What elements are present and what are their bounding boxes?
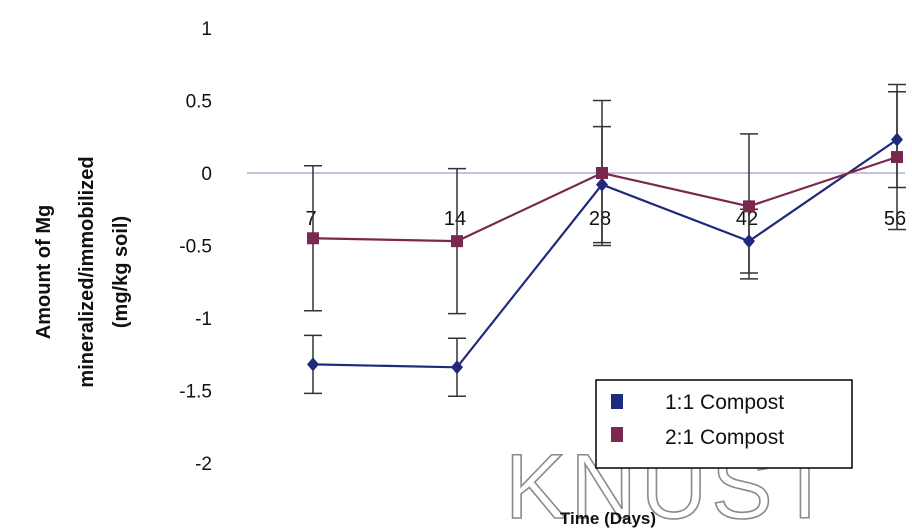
y-axis-title-line-2: mineralized/immobilized (76, 156, 98, 387)
x-axis-title: Time (Days) (560, 509, 656, 528)
data-point-square (891, 151, 903, 164)
y-tick-label: -2 (195, 454, 212, 475)
data-point-square (307, 232, 319, 245)
y-axis-title: Amount of Mg mineralized/immobilized (mg… (33, 156, 132, 387)
y-tick-label: -1 (195, 309, 212, 330)
data-point-diamond (891, 132, 903, 147)
x-category-label: 14 (444, 208, 466, 230)
legend-swatch-1-1-compost (611, 394, 623, 409)
x-category-label: 28 (589, 208, 611, 230)
x-category-label: 56 (884, 208, 906, 230)
legend-label-1-1-compost: 1:1 Compost (665, 391, 784, 414)
legend: 1:1 Compost 2:1 Compost (595, 379, 853, 469)
data-point-diamond (451, 360, 463, 375)
y-tick-label: 0.5 (186, 92, 212, 113)
data-point-square (451, 235, 463, 248)
y-tick-labels: 1 0.5 0 -0.5 -1 -1.5 -2 (179, 19, 212, 475)
y-tick-label: 1 (201, 19, 212, 40)
x-category-label: 42 (736, 208, 758, 230)
y-tick-label: -0.5 (179, 237, 212, 258)
data-point-square (596, 167, 608, 179)
data-point-square (743, 200, 755, 213)
legend-box (595, 379, 853, 469)
y-tick-label: -1.5 (179, 382, 212, 403)
y-axis-title-line-3: (mg/kg soil) (110, 216, 132, 328)
plot-area (304, 83, 906, 398)
x-category-label: 7 (305, 208, 316, 230)
y-axis-title-line-1: Amount of Mg (33, 205, 55, 339)
data-point-diamond (307, 357, 319, 372)
y-tick-label: 0 (201, 164, 212, 185)
legend-swatch-2-1-compost (611, 427, 623, 442)
data-point-diamond (596, 177, 608, 192)
data-point-diamond (743, 234, 755, 249)
legend-label-2-1-compost: 2:1 Compost (665, 426, 784, 449)
x-category-labels: 7 14 28 42 56 (305, 208, 906, 230)
